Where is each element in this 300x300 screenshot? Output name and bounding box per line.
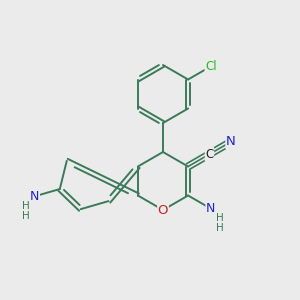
Text: Cl: Cl xyxy=(205,60,217,73)
Text: N: N xyxy=(206,202,215,215)
Text: N: N xyxy=(30,190,39,203)
Text: H: H xyxy=(216,223,224,233)
Text: C: C xyxy=(205,148,214,161)
Text: H: H xyxy=(216,214,224,224)
Text: O: O xyxy=(158,203,168,217)
Text: H: H xyxy=(22,211,30,221)
Text: H: H xyxy=(22,201,30,211)
Text: N: N xyxy=(226,135,236,148)
